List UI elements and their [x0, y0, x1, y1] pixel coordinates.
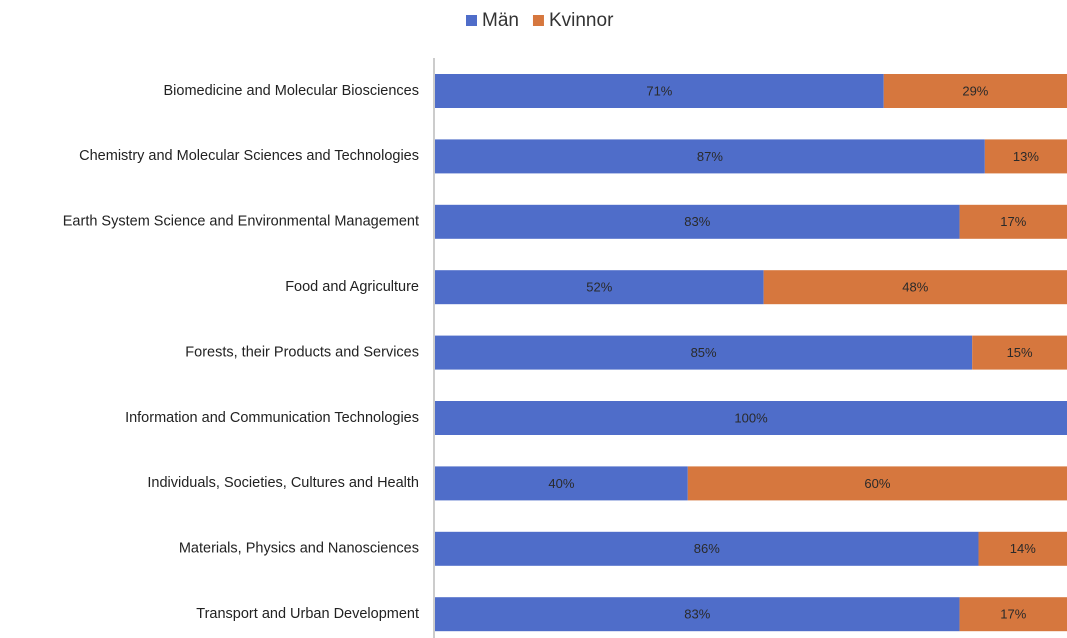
- category-label: Information and Communication Technologi…: [125, 410, 419, 426]
- category-label: Food and Agriculture: [285, 279, 419, 295]
- data-label: 17%: [1000, 214, 1026, 229]
- data-label: 29%: [962, 83, 988, 98]
- bar-segment: [435, 74, 884, 108]
- category-label: Biomedicine and Molecular Biosciences: [164, 83, 420, 99]
- legend-label: Män: [482, 10, 519, 31]
- bar-segment: [883, 74, 1067, 108]
- data-label: 40%: [548, 476, 574, 491]
- category-label: Earth System Science and Environmental M…: [63, 214, 419, 230]
- legend-swatch: [466, 15, 477, 26]
- bar-segment: [435, 139, 985, 174]
- data-label: 13%: [1013, 149, 1039, 164]
- data-label: 85%: [691, 345, 717, 360]
- data-label: 86%: [694, 541, 720, 556]
- data-label: 83%: [684, 214, 710, 229]
- bar-segment: [435, 204, 960, 239]
- category-label: Individuals, Societies, Cultures and Hea…: [147, 475, 419, 491]
- data-label: 52%: [586, 280, 612, 295]
- data-label: 83%: [684, 607, 710, 622]
- bar-segment: [978, 531, 1067, 566]
- data-label: 14%: [1010, 541, 1036, 556]
- category-label: Transport and Urban Development: [196, 606, 419, 622]
- category-label: Materials, Physics and Nanosciences: [179, 541, 419, 557]
- data-label: 15%: [1007, 345, 1033, 360]
- data-label: 87%: [697, 149, 723, 164]
- bar-segment: [984, 139, 1067, 174]
- category-label: Chemistry and Molecular Sciences and Tec…: [79, 148, 419, 164]
- legend-label: Kvinnor: [549, 10, 614, 31]
- bar-segment: [435, 466, 688, 501]
- data-label: 100%: [734, 410, 768, 425]
- data-label: 60%: [864, 476, 890, 491]
- bar-segment: [959, 204, 1067, 239]
- bar-segment: [435, 270, 764, 305]
- bar-segment: [435, 401, 1067, 435]
- bar-segment: [687, 466, 1067, 501]
- data-label: 48%: [902, 280, 928, 295]
- data-label: 71%: [646, 83, 672, 98]
- bar-segment: [763, 270, 1067, 305]
- bar-segment: [435, 597, 960, 632]
- legend-swatch: [532, 15, 544, 26]
- data-label: 17%: [1000, 607, 1026, 622]
- bar-segment: [435, 531, 979, 566]
- bar-segment: [972, 335, 1067, 370]
- category-label: Forests, their Products and Services: [185, 344, 419, 360]
- bar-segment: [435, 335, 973, 370]
- bar-segment: [959, 597, 1067, 632]
